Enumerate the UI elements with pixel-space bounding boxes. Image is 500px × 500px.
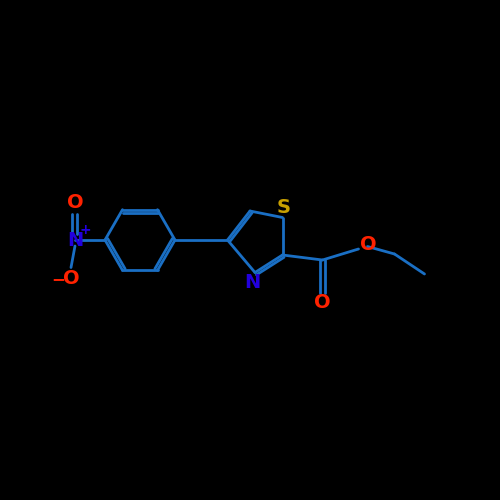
Text: O: O: [314, 293, 331, 312]
Text: −: −: [52, 270, 66, 288]
Text: +: +: [79, 223, 91, 237]
Text: O: O: [360, 234, 377, 254]
Text: N: N: [244, 273, 260, 292]
Text: N: N: [67, 230, 83, 250]
Text: O: O: [66, 192, 84, 212]
Text: S: S: [276, 198, 290, 217]
Text: O: O: [62, 270, 80, 288]
